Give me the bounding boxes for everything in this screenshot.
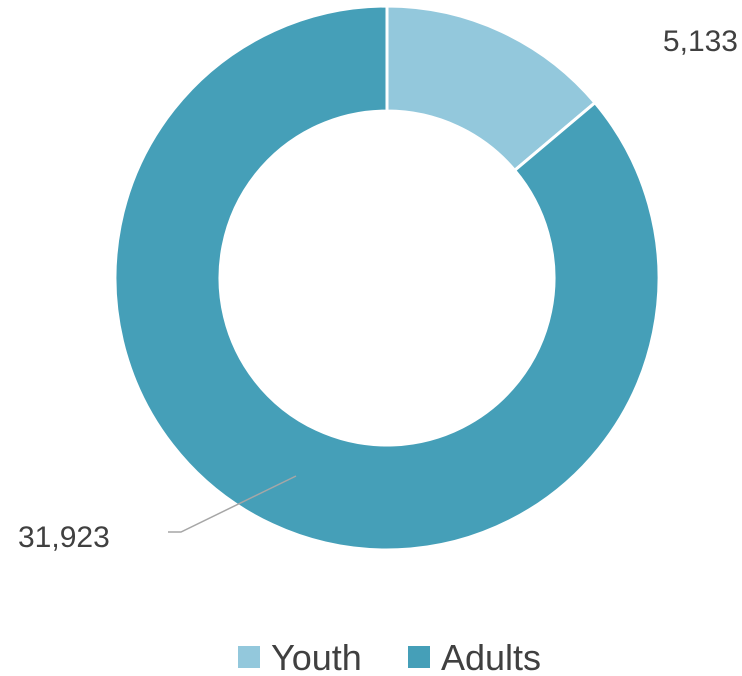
- legend-item-youth[interactable]: Youth: [238, 637, 362, 676]
- leader-line-adults: [168, 475, 297, 533]
- data-labels: 5,133 31,923: [18, 25, 738, 554]
- legend-label-adults: Adults: [441, 637, 541, 676]
- data-label-adults: 31,923: [18, 521, 110, 554]
- leader-lines: [168, 475, 297, 533]
- donut-slices: [113, 4, 661, 552]
- data-label-youth: 5,133: [663, 25, 738, 58]
- donut-slice-adults[interactable]: [113, 4, 661, 552]
- legend-swatch-adults: [408, 646, 430, 668]
- legend-label-youth: Youth: [271, 637, 362, 676]
- legend-item-adults[interactable]: Adults: [408, 637, 541, 676]
- legend: Youth Adults: [238, 637, 541, 676]
- legend-swatch-youth: [238, 646, 260, 668]
